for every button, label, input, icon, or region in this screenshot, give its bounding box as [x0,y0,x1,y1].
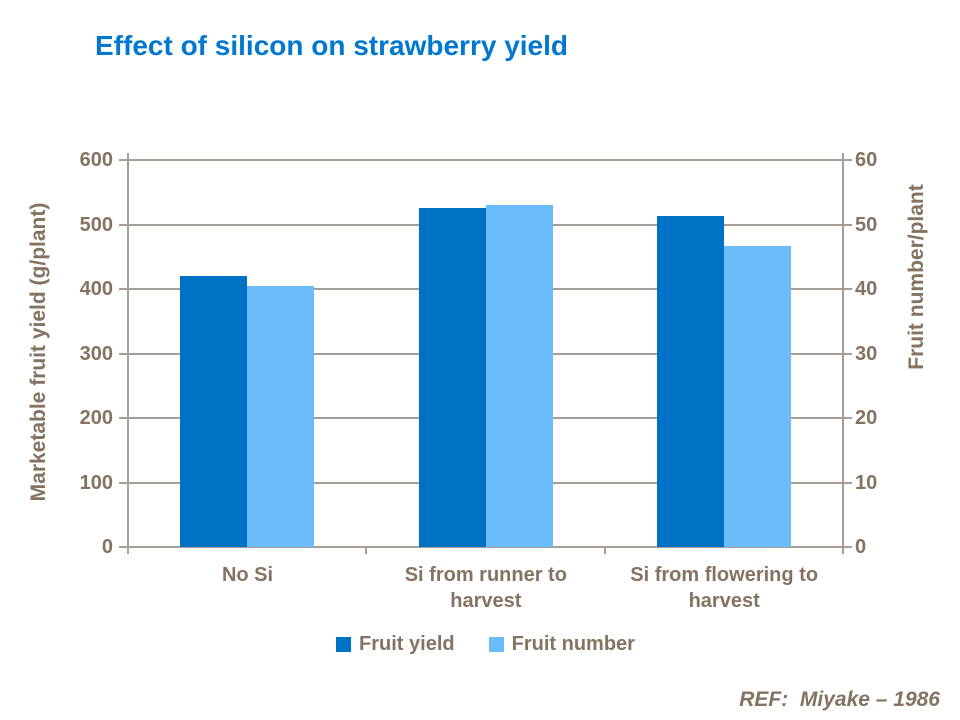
right-tick-40 [843,288,852,290]
right-axis-ticklabel-30: 30 [855,342,878,365]
left-tick-100 [119,481,128,484]
bar-fruit-yield-si-from-runner-to-harvest [418,208,486,547]
reference-text: REF: Miyake – 1986 [739,688,940,711]
category-label-si-from-runner-to-harvest: Si from runner to harvest [404,564,567,612]
right-axis-ticklabel-60: 60 [855,149,878,171]
legend-item-fruit-number: Fruit number [488,633,635,656]
legend-swatch-icon-fruit-yield [336,637,352,652]
left-tick-400 [119,288,128,290]
left-axis-ticklabel-400: 400 [79,278,113,300]
legend: Fruit yield Fruit number [128,633,843,656]
legend-label-fruit-yield: Fruit yield [359,633,455,655]
bar-fruit-number-no-si [247,285,315,547]
left-axis-ticklabel-100: 100 [79,471,113,494]
plot-area: Fruit yield Fruit number 600 60 500 50 400 40 3… [80,149,878,655]
left-axis-ticklabel-0: 0 [101,536,113,558]
right-axis-ticklabel-0: 0 [855,536,867,558]
left-tick-0 [119,546,128,548]
category-label-si-from-flowering-to-harvest: Si from flowering to harvest [630,564,819,612]
gridline-600 [128,159,843,161]
right-tick-10 [843,481,852,484]
left-tick-500 [119,223,128,226]
left-axis-ticklabel-500: 500 [79,213,113,236]
category-boundary-tick [127,547,129,554]
left-axis-ticklabel-300: 300 [79,342,113,365]
gridline-0 [128,546,843,548]
left-axis-ticklabel-200: 200 [79,407,113,429]
chart-title: Effect of silicon on strawberry yield [95,30,569,61]
bar-fruit-number-si-from-runner-to-harvest [485,205,553,547]
right-tick-60 [843,159,852,161]
category-boundary-tick [842,547,844,554]
right-tick-20 [843,417,852,419]
legend-label-fruit-number: Fruit number [511,633,635,655]
right-tick-50 [843,223,852,226]
left-axis-title: Marketable fruit yield (g/plant) [27,202,50,502]
legend-item-fruit-yield: Fruit yield [336,633,455,656]
bar-fruit-yield-si-from-flowering-to-harvest [656,216,724,547]
right-axis-title: Fruit number/plant [905,184,928,370]
left-tick-300 [119,352,128,355]
right-axis-ticklabel-50: 50 [855,213,878,236]
right-tick-30 [843,352,852,355]
legend-swatch-icon-fruit-number [488,637,504,652]
right-axis-ticklabel-10: 10 [855,471,878,494]
bar-fruit-yield-no-si [180,276,248,547]
left-axis-ticklabel-600: 600 [79,149,113,171]
bar-fruit-number-si-from-flowering-to-harvest [723,245,791,547]
category-boundary-tick [365,547,368,554]
left-tick-600 [119,159,128,161]
left-tick-200 [119,417,128,419]
right-axis-ticklabel-20: 20 [855,407,878,429]
right-tick-0 [843,546,852,548]
category-label-no-si: No Si [221,564,274,586]
right-axis-ticklabel-40: 40 [855,278,878,300]
category-boundary-tick [603,547,606,554]
